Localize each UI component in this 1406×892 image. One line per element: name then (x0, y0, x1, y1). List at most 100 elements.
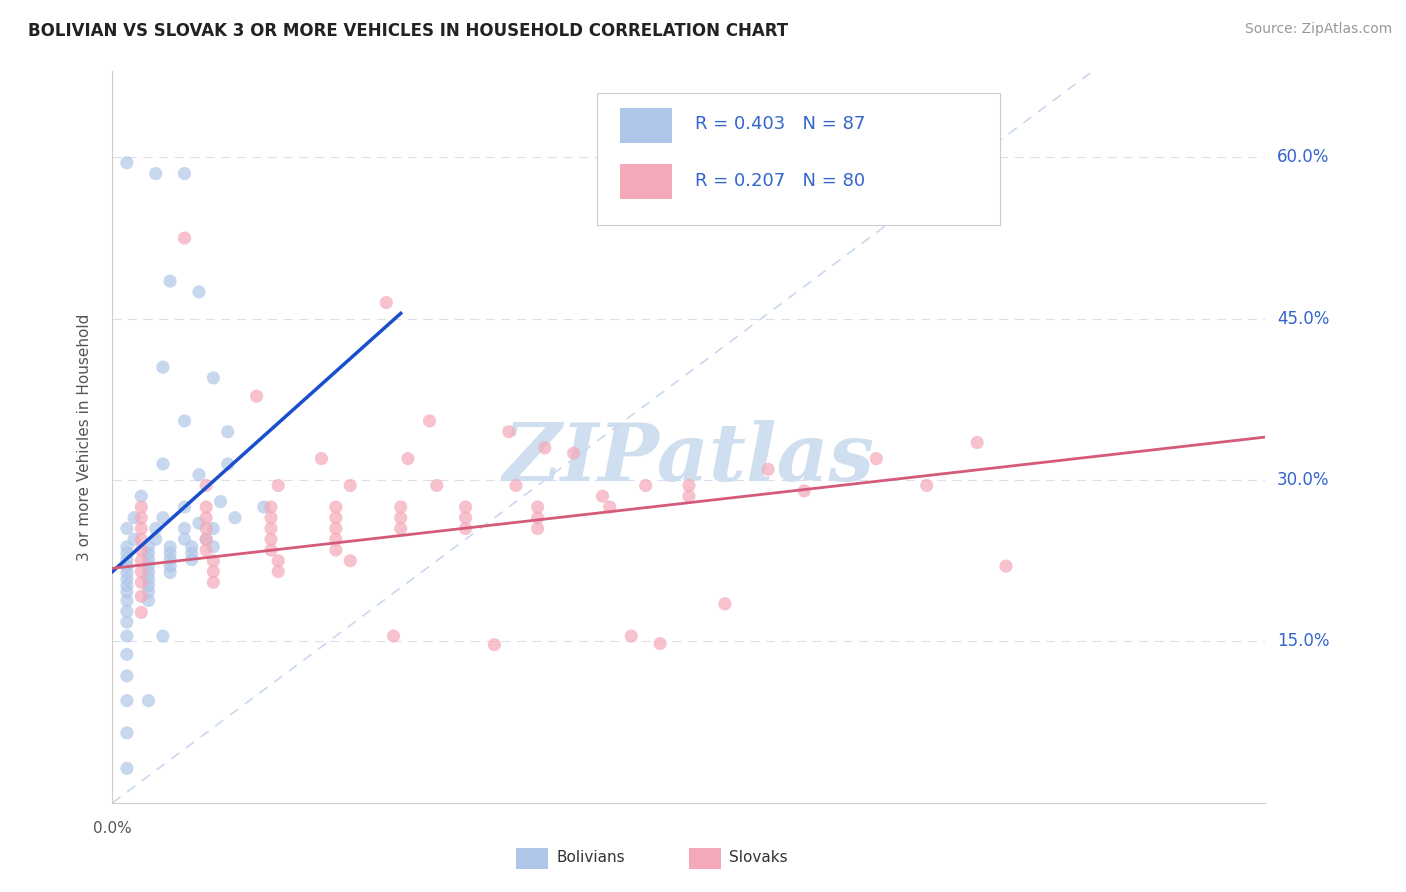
Y-axis label: 3 or more Vehicles in Household: 3 or more Vehicles in Household (77, 313, 91, 561)
Point (498, 425, 520, 439)
Point (173, 414, 195, 428)
Point (115, 648, 138, 662)
FancyBboxPatch shape (596, 94, 1000, 225)
Point (253, 500, 276, 514)
Point (152, 629, 174, 643)
Point (159, 559, 181, 574)
Point (115, 669, 138, 683)
Point (217, 457, 239, 471)
Point (115, 572, 138, 586)
Point (129, 510, 153, 524)
Point (267, 554, 290, 568)
Point (138, 578, 160, 592)
Point (195, 543, 218, 558)
Point (526, 510, 548, 524)
Point (138, 693, 160, 707)
Point (375, 295, 398, 310)
Point (396, 451, 419, 466)
Point (202, 565, 225, 579)
Point (260, 533, 283, 547)
Point (159, 274, 181, 288)
Point (202, 554, 225, 568)
Point (389, 500, 412, 514)
Point (245, 389, 267, 403)
Point (202, 540, 225, 554)
Text: Source: ZipAtlas.com: Source: ZipAtlas.com (1244, 22, 1392, 37)
Point (115, 726, 138, 740)
Point (260, 543, 283, 558)
Point (145, 521, 167, 535)
Text: 45.0%: 45.0% (1277, 310, 1329, 327)
Point (526, 500, 548, 514)
Point (115, 629, 138, 643)
Point (217, 425, 239, 439)
Point (159, 566, 181, 580)
Point (180, 540, 202, 554)
Point (122, 510, 145, 524)
Point (145, 167, 167, 181)
Point (138, 546, 160, 560)
Point (533, 441, 555, 455)
Point (138, 566, 160, 580)
Point (454, 510, 477, 524)
Point (115, 693, 138, 707)
FancyBboxPatch shape (620, 108, 672, 143)
Point (382, 629, 405, 643)
Point (180, 546, 202, 560)
Point (188, 285, 211, 299)
Point (188, 516, 211, 530)
Point (138, 572, 160, 586)
Point (634, 478, 657, 492)
Point (173, 231, 195, 245)
Point (995, 559, 1018, 574)
Point (915, 478, 938, 492)
Point (188, 467, 211, 482)
Text: R = 0.207   N = 80: R = 0.207 N = 80 (695, 172, 865, 190)
Point (325, 521, 347, 535)
Point (325, 510, 347, 524)
Point (173, 521, 195, 535)
Point (224, 510, 246, 524)
Point (195, 510, 218, 524)
Point (426, 478, 449, 492)
Point (138, 540, 160, 554)
Point (419, 414, 441, 428)
Point (152, 360, 174, 375)
Point (260, 510, 283, 524)
Text: R = 0.403   N = 87: R = 0.403 N = 87 (695, 115, 865, 133)
Point (122, 533, 145, 547)
Point (159, 552, 181, 566)
Point (115, 566, 138, 580)
Point (115, 593, 138, 607)
Text: ZIPatlas: ZIPatlas (503, 420, 875, 498)
Point (260, 500, 283, 514)
Text: 30.0%: 30.0% (1277, 471, 1330, 489)
Point (195, 500, 218, 514)
Point (620, 629, 643, 643)
Point (138, 552, 160, 566)
Point (138, 559, 160, 574)
Point (173, 500, 195, 514)
Point (115, 761, 138, 775)
Point (526, 521, 548, 535)
Point (129, 554, 153, 568)
Point (195, 533, 218, 547)
Point (129, 606, 153, 620)
Point (209, 494, 232, 508)
Point (159, 546, 181, 560)
Point (599, 500, 621, 514)
Point (267, 565, 290, 579)
Point (311, 451, 333, 466)
Point (195, 478, 218, 492)
Point (562, 446, 585, 460)
Point (202, 371, 225, 385)
Point (195, 533, 218, 547)
Point (115, 585, 138, 599)
Point (325, 533, 347, 547)
Point (129, 533, 153, 547)
Text: 60.0%: 60.0% (1277, 148, 1329, 167)
Point (793, 483, 815, 498)
Point (129, 543, 153, 558)
FancyBboxPatch shape (516, 848, 548, 869)
Point (152, 457, 174, 471)
